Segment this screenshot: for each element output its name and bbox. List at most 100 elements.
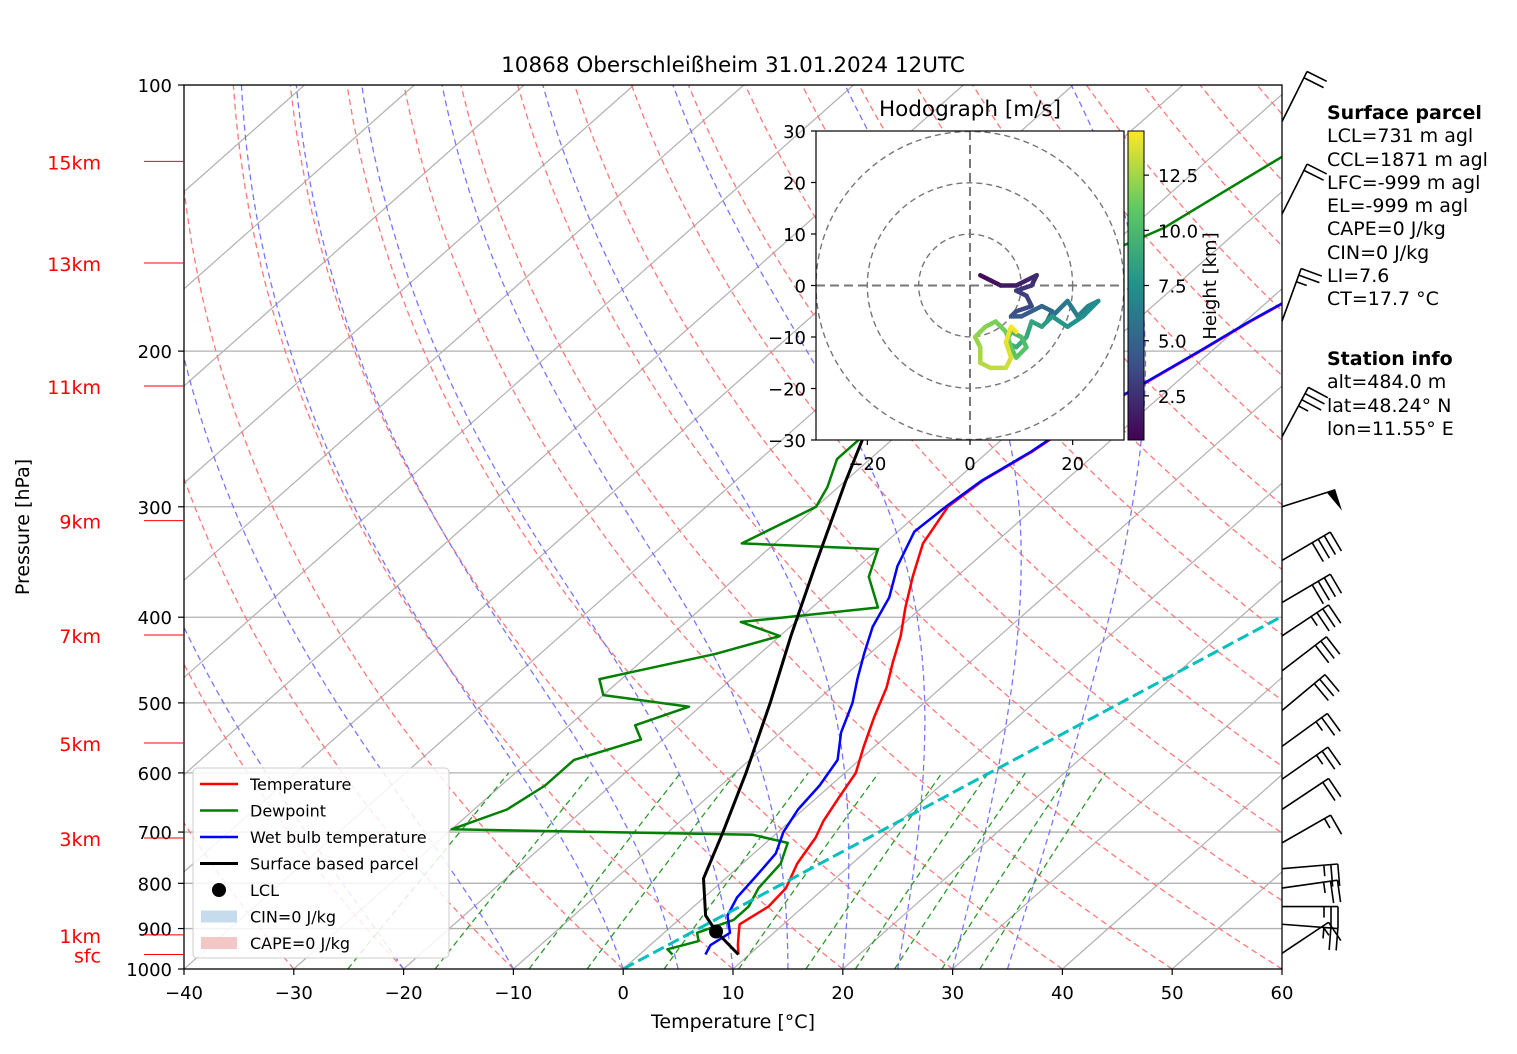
wind-barb — [1281, 674, 1340, 712]
wind-barb — [1281, 814, 1343, 844]
wind-barb — [1281, 879, 1342, 904]
isotherm — [184, 85, 635, 484]
surface-parcel-line: EL=-999 m agl — [1327, 195, 1469, 218]
height-label: 5km — [59, 734, 101, 756]
wind-barbs — [1281, 70, 1343, 954]
mixing-ratio-line — [434, 772, 593, 969]
legend-label: Temperature — [249, 775, 351, 794]
y-tick-label: 100 — [138, 76, 172, 97]
y-tick-label: 600 — [138, 764, 172, 785]
hodograph-segment — [1013, 303, 1034, 314]
legend-label: Wet bulb temperature — [250, 828, 427, 847]
mixing-ratio-line — [663, 772, 809, 969]
dry-adiabat — [232, 85, 734, 969]
isotherm — [184, 85, 525, 387]
moist-adiabat — [295, 85, 679, 969]
surface-parcel-line: CAPE=0 J/kg — [1327, 218, 1446, 241]
legend-swatch — [201, 937, 237, 949]
wind-barb — [1281, 386, 1329, 438]
height-label: 13km — [47, 254, 101, 276]
height-label: 9km — [59, 512, 101, 534]
station-info-panel: Station info alt=484.0 m lat=48.24° N lo… — [1327, 348, 1454, 441]
hodograph-segment — [1049, 314, 1070, 329]
y-tick-label: 400 — [138, 608, 172, 629]
colorbar-tick-label: 5.0 — [1158, 332, 1187, 353]
hodograph-segment — [1013, 334, 1029, 350]
legend-label: Dewpoint — [250, 802, 326, 821]
hodograph-y-tick-label: 30 — [783, 122, 806, 143]
x-tick-label: 10 — [722, 983, 745, 1004]
moist-adiabat — [240, 85, 624, 969]
hodograph-y-tick-label: 0 — [795, 277, 806, 298]
legend-label: CIN=0 J/kg — [250, 908, 336, 927]
x-tick-label: 50 — [1161, 983, 1184, 1004]
station-info-title: Station info — [1327, 348, 1453, 370]
isotherm — [513, 288, 1282, 969]
hodograph-segment — [1024, 319, 1034, 340]
legend-label: CAPE=0 J/kg — [250, 934, 350, 953]
main-axes: −40 −30 −20 −10 0 10 20 30 40 50 60100200300400500… — [47, 76, 1293, 1004]
wind-barb — [1281, 70, 1328, 122]
x-tick-label: −30 — [275, 983, 313, 1004]
mixing-ratio-line — [738, 772, 880, 969]
legend-swatch — [212, 883, 226, 897]
chart-title: 10868 Oberschleißheim 31.01.2024 12UTC — [501, 53, 965, 78]
colorbar-tick-label: 12.5 — [1158, 166, 1198, 187]
moist-adiabat — [184, 354, 514, 969]
wind-barb — [1281, 636, 1341, 672]
colorbar-tick-label: 10.0 — [1158, 221, 1198, 242]
legend-label: LCL — [250, 881, 279, 900]
surface-parcel-title: Surface parcel — [1327, 102, 1482, 124]
isotherm — [1062, 773, 1282, 969]
dry-adiabat — [687, 85, 1282, 767]
isotherm — [184, 85, 415, 290]
hodograph-segment — [1075, 303, 1091, 319]
moist-adiabat — [1006, 85, 1147, 969]
y-tick-label: 800 — [138, 874, 172, 895]
hodograph-segment — [1055, 298, 1070, 314]
dry-adiabat — [346, 85, 953, 969]
isotherm — [293, 93, 1282, 969]
isotherm — [184, 85, 854, 679]
height-label: 3km — [59, 829, 101, 851]
x-tick-label: 0 — [617, 983, 628, 1004]
hodograph-x-tick-label: 0 — [964, 454, 975, 475]
moist-adiabat — [441, 85, 789, 969]
hodograph-y-tick-label: 10 — [783, 225, 806, 246]
legend-label: Surface based parcel — [250, 855, 419, 874]
series-wet-bulb-temperature — [704, 301, 1282, 956]
x-tick-label: 40 — [1051, 983, 1074, 1004]
hodograph-y-tick-label: −30 — [768, 431, 806, 452]
dry-adiabat — [403, 85, 1063, 969]
hodograph-segment — [1065, 298, 1081, 319]
mixing-ratio-line — [979, 772, 1106, 969]
wind-barb — [1281, 573, 1343, 605]
wind-barb — [1281, 863, 1341, 887]
hodograph-y-tick-label: 20 — [783, 174, 806, 195]
station-info-line: lon=11.55° E — [1327, 417, 1454, 440]
hodograph-y-tick-label: −10 — [768, 328, 806, 349]
legend-swatch — [201, 910, 237, 923]
legend: Temperature Dewpoint Wet bulb temperature S… — [192, 767, 450, 959]
y-tick-label: 200 — [138, 342, 172, 363]
mixing-ratio-line — [586, 772, 737, 969]
mixing-ratio-line — [528, 772, 682, 969]
lcl-marker — [709, 924, 724, 939]
hodograph-title: Hodograph [m/s] — [879, 97, 1061, 122]
moist-adiabat — [844, 85, 1022, 969]
isotherm — [842, 579, 1282, 969]
surface-parcel-line: CCL=1871 m agl — [1327, 148, 1488, 171]
colorbar-label: Height [km] — [1200, 232, 1221, 339]
height-label: 7km — [59, 626, 101, 648]
wind-barb — [1281, 531, 1343, 563]
mixing-ratio-line — [941, 772, 1071, 969]
hodograph-y-tick-label: −20 — [768, 380, 806, 401]
y-tick-label: 500 — [138, 694, 172, 715]
surface-parcel-line: LCL=731 m agl — [1327, 125, 1474, 148]
y-tick-label: 1000 — [126, 960, 172, 981]
x-tick-label: −40 — [165, 983, 203, 1004]
series-layer — [450, 155, 1282, 969]
hodograph-segment — [1080, 298, 1101, 319]
y-tick-label: 700 — [138, 823, 172, 844]
